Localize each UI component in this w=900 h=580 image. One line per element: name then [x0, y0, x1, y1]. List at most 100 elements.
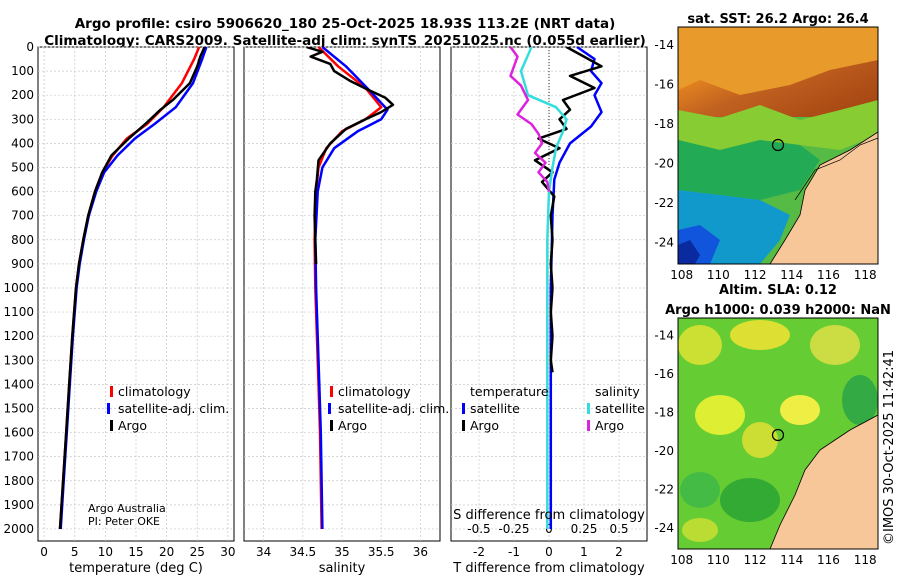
y-tick-label: 0 [26, 40, 34, 54]
legend-t-argo: Argo [470, 418, 499, 433]
map-x-tick-label: 114 [780, 553, 803, 567]
legend-argo: Argo [118, 418, 147, 433]
map-y-tick-label: -24 [654, 521, 674, 535]
series-line-s-argo [509, 47, 551, 192]
y-tick-label: 1400 [3, 377, 34, 391]
map-y-tick-label: -22 [654, 482, 674, 496]
y-tick-label: 1200 [3, 329, 34, 343]
legend-salinity-title: salinity [595, 384, 640, 399]
x-tick-label: -1 [508, 545, 520, 559]
difference-x2label: S difference from climatology [453, 508, 645, 523]
map-y-tick-label: -14 [654, 328, 674, 342]
map-x-tick-label: 112 [744, 553, 767, 567]
legend-climatology: climatology [118, 384, 191, 399]
y-tick-label: 1500 [3, 401, 34, 415]
map-y-tick-label: -16 [654, 367, 674, 381]
y-tick-label: 1800 [3, 474, 34, 488]
y-tick-label: 1600 [3, 426, 34, 440]
difference-xlabel: T difference from climatology [452, 561, 645, 576]
x-tick-label: 0 [40, 545, 48, 559]
series-line-t-satellite [549, 47, 603, 529]
map-y-tick-label: -22 [654, 196, 674, 210]
difference-legend: temperature salinity satellite Argo sate… [462, 384, 645, 433]
copyright: ©IMOS 30-Oct-2025 11:42:41 [882, 350, 897, 545]
map-x-tick-label: 118 [854, 268, 877, 282]
x-tick-label: 0 [545, 545, 553, 559]
x2-tick-label: 0 [545, 522, 553, 536]
sla-map-title: Altim. SLA: 0.12 [719, 283, 837, 298]
diff-series-group [509, 47, 603, 529]
map-y-tick-label: -14 [654, 38, 674, 52]
map-x-tick-label: 114 [780, 268, 803, 282]
legend-s-satellite: satellite [595, 401, 645, 416]
map-y-tick-label: -18 [654, 117, 674, 131]
y-tick-label: 700 [11, 209, 34, 223]
chart-title-line2: Climatology: CARS2009. Satellite-adj cli… [44, 33, 646, 49]
legend-temperature-title: temperature [470, 384, 549, 399]
map-x-tick-label: 108 [670, 268, 693, 282]
x2-tick-label: -0.25 [498, 522, 529, 536]
map-y-tick-label: -16 [654, 77, 674, 91]
x-tick-label: 2 [615, 545, 623, 559]
x-tick-label: 30 [220, 545, 235, 559]
sla-map [678, 318, 878, 549]
map-y-tick-label: -20 [654, 156, 674, 170]
series-line-argo [58, 47, 206, 530]
x-tick-label: 36 [413, 545, 428, 559]
y-tick-label: 300 [11, 112, 34, 126]
x-tick-label: 1 [580, 545, 588, 559]
temperature-xlabel: temperature (deg C) [69, 561, 203, 576]
legend-satellite-adj: satellite-adj. clim. [118, 401, 229, 416]
x-tick-label: 35 [334, 545, 349, 559]
temp-series-group [58, 47, 208, 530]
legend-satellite-adj-s: satellite-adj. clim. [338, 401, 449, 416]
x-tick-label: 25 [190, 545, 205, 559]
sal-series-group [306, 47, 395, 530]
legend-s-argo: Argo [595, 418, 624, 433]
salinity-legend: climatology satellite-adj. clim. Argo [328, 384, 449, 433]
series-line-satellite-adj-clim- [314, 47, 389, 530]
y-tick-label: 600 [11, 185, 34, 199]
y-tick-label: 400 [11, 136, 34, 150]
sst-map-title: sat. SST: 26.2 Argo: 26.4 [687, 12, 868, 27]
map-y-tick-label: -18 [654, 405, 674, 419]
x2-tick-label: -0.5 [467, 522, 490, 536]
sla-map-subtitle: Argo h1000: 0.039 h2000: NaN [665, 303, 891, 318]
map-x-tick-label: 110 [707, 268, 730, 282]
x-tick-label: 34 [256, 545, 271, 559]
series-line-t-argo [533, 47, 603, 373]
salinity-xlabel: salinity [319, 561, 366, 576]
x2-tick-label: 0.25 [571, 522, 598, 536]
map-y-tick-label: -24 [654, 235, 674, 249]
legend-climatology-s: climatology [338, 384, 411, 399]
x-tick-label: 15 [128, 545, 143, 559]
sst-map [678, 27, 878, 264]
map-x-tick-label: 116 [817, 268, 840, 282]
x-tick-label: 34.5 [289, 545, 316, 559]
temperature-axes [37, 46, 235, 542]
difference-axes [450, 46, 648, 542]
x-tick-label: 10 [98, 545, 113, 559]
map-x-tick-label: 108 [670, 553, 693, 567]
chart-title-line1: Argo profile: csiro 5906620_180 25-Oct-2… [75, 16, 616, 32]
sst-map-frame [677, 26, 879, 265]
map-y-tick-label: -20 [654, 444, 674, 458]
y-tick-label: 1300 [3, 353, 34, 367]
map-x-tick-label: 116 [817, 553, 840, 567]
y-tick-label: 1100 [3, 305, 34, 319]
argo-position-marker-sla [771, 428, 785, 442]
series-line-s-satellite [519, 47, 568, 529]
x-tick-label: 35.5 [368, 545, 395, 559]
y-tick-label: 2000 [3, 522, 34, 536]
sla-map-frame [677, 317, 879, 550]
x2-tick-label: 0.5 [609, 522, 628, 536]
temperature-legend: climatology satellite-adj. clim. Argo [107, 384, 229, 433]
y-tick-label: 1700 [3, 450, 34, 464]
y-tick-label: 200 [11, 88, 34, 102]
x-tick-label: 5 [71, 545, 79, 559]
y-tick-label: 500 [11, 160, 34, 174]
series-line-argo [306, 47, 395, 264]
y-tick-label: 800 [11, 233, 34, 247]
argo-position-marker [771, 138, 785, 152]
